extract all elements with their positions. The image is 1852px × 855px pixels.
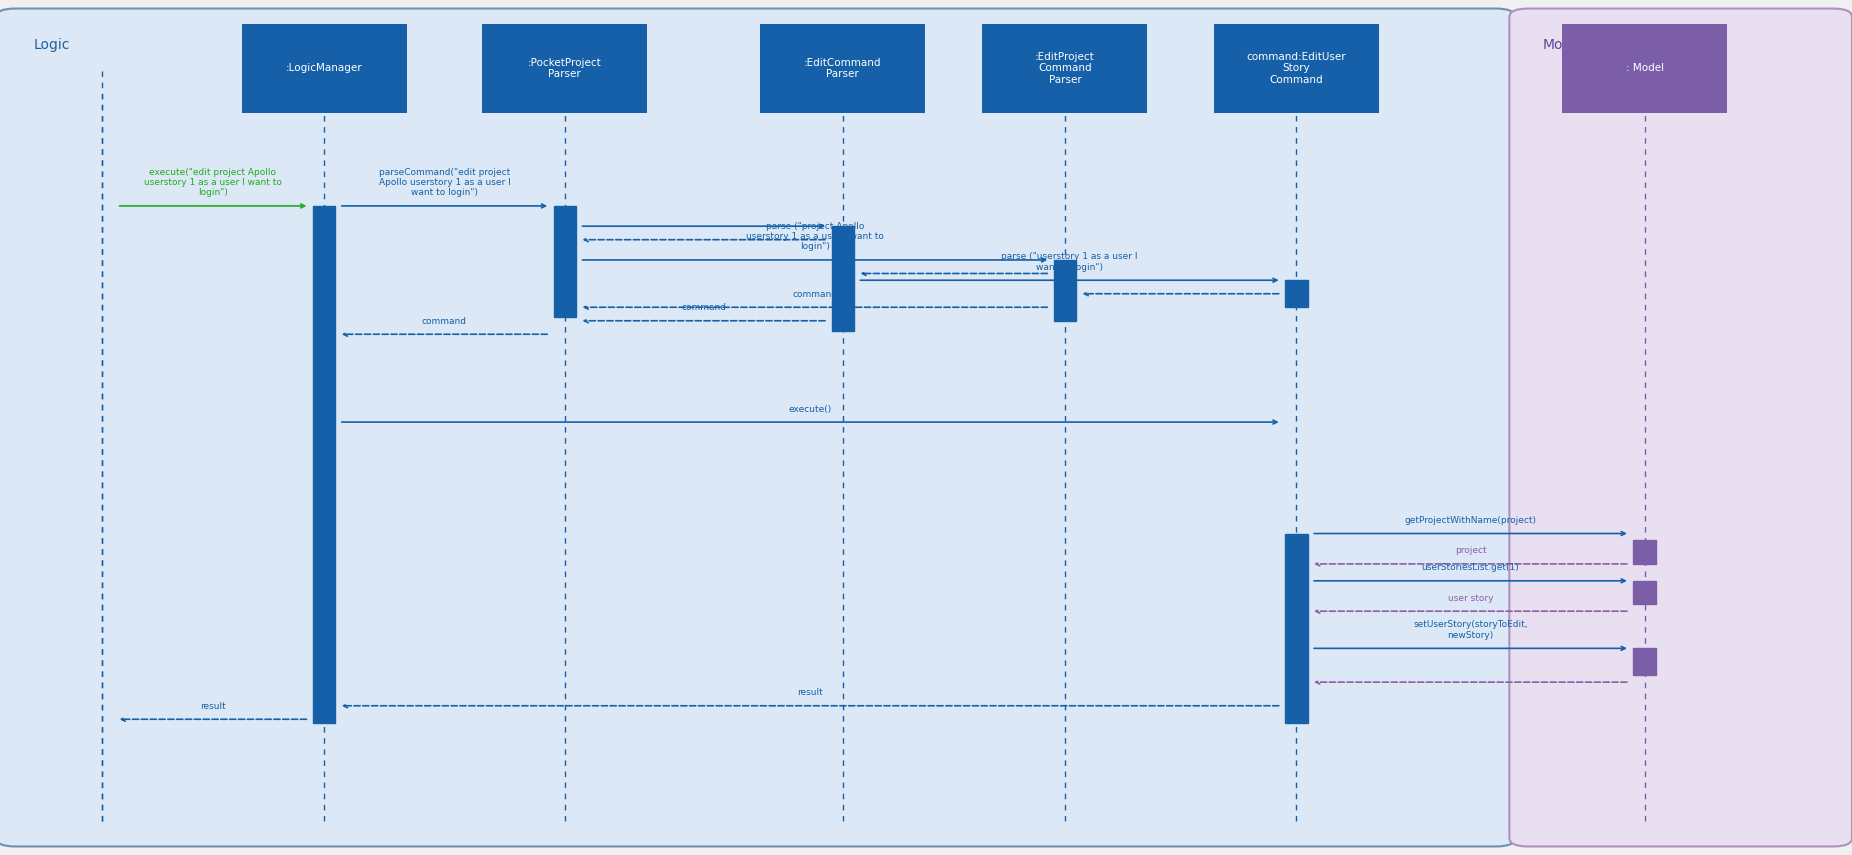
Text: parse ("project Apollo
userstory 1 as a user I want to
login"): parse ("project Apollo userstory 1 as a … [746, 221, 883, 251]
FancyBboxPatch shape [1563, 24, 1728, 113]
Bar [1285, 534, 1308, 722]
Text: project: project [1454, 546, 1487, 556]
Text: command: command [682, 304, 726, 312]
Text: : Model: : Model [1626, 63, 1663, 74]
Bar [1285, 280, 1308, 307]
Text: userStoriesList.get(1): userStoriesList.get(1) [1422, 563, 1519, 572]
Text: parseCommand("edit project
Apollo userstory 1 as a user I
want to login"): parseCommand("edit project Apollo userst… [378, 168, 511, 198]
Text: command:EditUser
Story
Command: command:EditUser Story Command [1246, 52, 1346, 85]
Text: getProjectWithName(project): getProjectWithName(project) [1404, 516, 1537, 525]
Text: execute(): execute() [789, 404, 832, 414]
Text: result: result [200, 702, 226, 711]
Text: user story: user story [1448, 593, 1493, 603]
Bar [1054, 260, 1076, 321]
Bar [832, 227, 854, 331]
Text: :PocketProject
Parser: :PocketProject Parser [528, 57, 602, 80]
Text: parse ("userstory 1 as a user I
want to login"): parse ("userstory 1 as a user I want to … [1002, 252, 1137, 272]
FancyBboxPatch shape [1215, 24, 1378, 113]
Text: execute("edit project Apollo
userstory 1 as a user I want to
login"): execute("edit project Apollo userstory 1… [144, 168, 282, 198]
Text: command: command [422, 316, 467, 326]
Text: :EditCommand
Parser: :EditCommand Parser [804, 57, 882, 80]
Text: :EditProject
Command
Parser: :EditProject Command Parser [1035, 52, 1095, 85]
Bar [1633, 581, 1656, 604]
Text: setUserStory(storyToEdit,
newStory): setUserStory(storyToEdit, newStory) [1413, 621, 1528, 640]
Bar [313, 206, 335, 722]
Bar [1633, 540, 1656, 564]
Text: Logic: Logic [33, 38, 70, 52]
Text: command: command [793, 290, 837, 298]
Bar [1633, 648, 1656, 675]
Text: result: result [798, 688, 822, 697]
Text: :LogicManager: :LogicManager [285, 63, 363, 74]
FancyBboxPatch shape [482, 24, 648, 113]
FancyBboxPatch shape [0, 9, 1515, 846]
FancyBboxPatch shape [1509, 9, 1852, 846]
Bar [554, 206, 576, 317]
FancyBboxPatch shape [982, 24, 1146, 113]
Text: Model: Model [1543, 38, 1585, 52]
FancyBboxPatch shape [761, 24, 926, 113]
FancyBboxPatch shape [241, 24, 407, 113]
